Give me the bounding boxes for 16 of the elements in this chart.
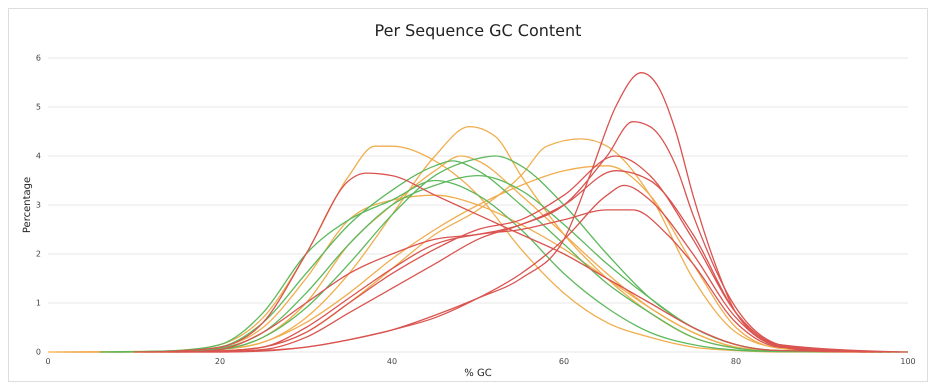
x-tick-label: 80 [730, 357, 742, 366]
y-tick-label: 0 [36, 348, 41, 357]
y-tick-label: 4 [36, 152, 41, 161]
x-tick-label: 60 [558, 357, 570, 366]
y-tick-label: 3 [36, 200, 41, 210]
x-tick-label: 0 [45, 357, 51, 366]
x-axis-title: % GC [464, 368, 492, 379]
y-tick-label: 1 [36, 298, 41, 308]
y-tick-label: 6 [36, 54, 41, 63]
chart-title: Per Sequence GC Content [374, 21, 582, 40]
y-tick-label: 2 [36, 250, 41, 259]
y-axis-title: Percentage [22, 176, 33, 234]
x-tick-label: 40 [386, 357, 398, 366]
y-tick-label: 5 [36, 102, 41, 112]
x-tick-label: 100 [900, 357, 916, 366]
x-tick-label: 20 [214, 357, 226, 366]
